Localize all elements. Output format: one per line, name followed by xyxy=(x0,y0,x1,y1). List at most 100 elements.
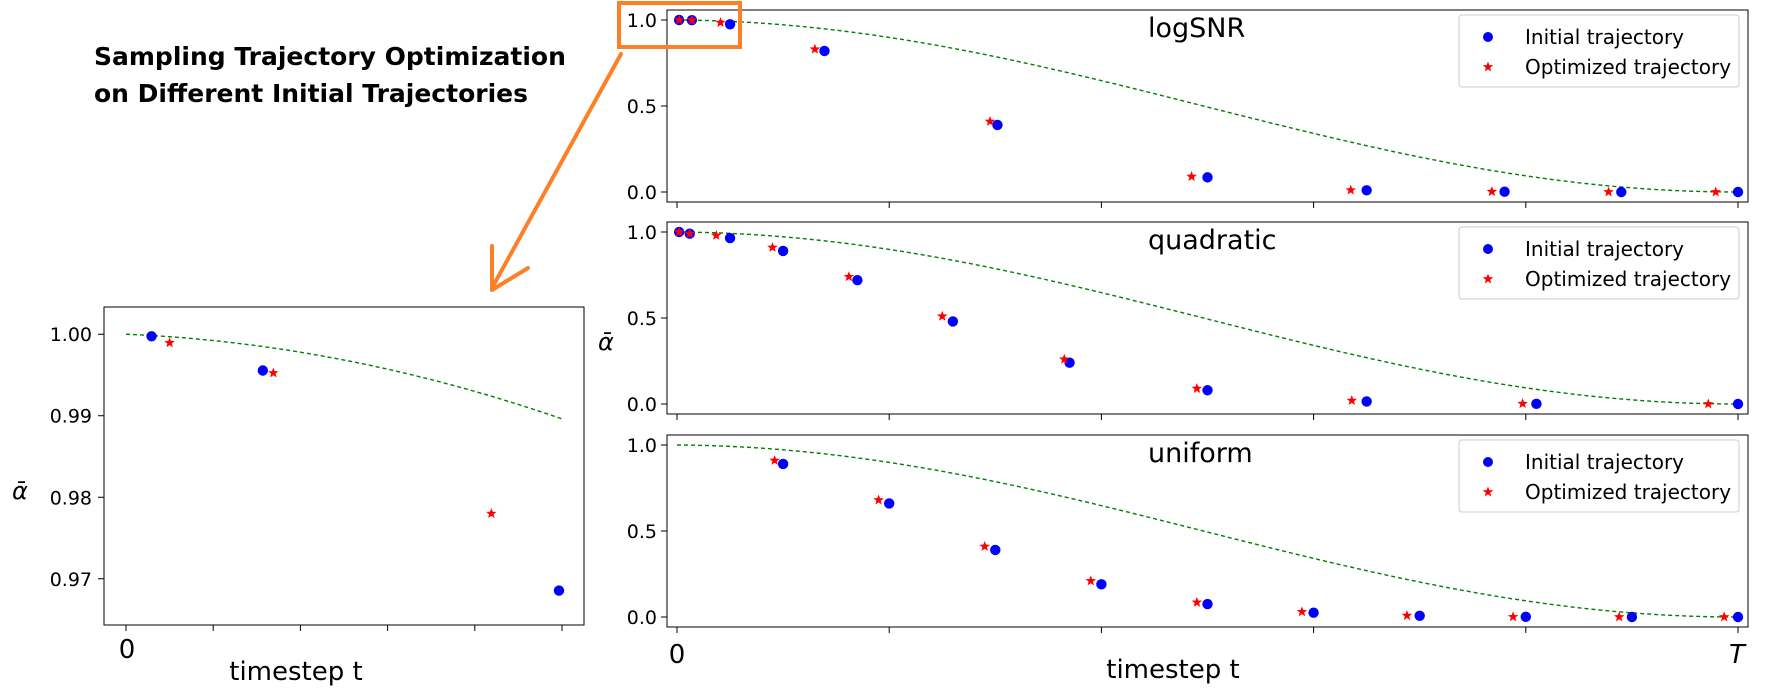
optimized-point xyxy=(711,229,722,240)
initial-point xyxy=(992,119,1003,131)
optimized-point xyxy=(1059,353,1070,364)
legend-initial-label: Initial trajectory xyxy=(1525,237,1684,261)
plot-frame xyxy=(103,306,585,626)
legend-frame xyxy=(1458,226,1740,300)
legend-initial-label: Initial trajectory xyxy=(1525,25,1684,49)
y-tick-label: 0.0 xyxy=(627,394,657,416)
optimized-point xyxy=(684,228,695,239)
optimized-point xyxy=(767,241,778,252)
panel-title: uniform xyxy=(1148,438,1253,469)
panel-title: logSNR xyxy=(1148,13,1245,44)
initial-point xyxy=(947,316,959,327)
schedule-curve xyxy=(676,444,1739,618)
optimized-point xyxy=(486,508,497,518)
initial-point xyxy=(1732,398,1744,410)
y-tick-label: 0.5 xyxy=(627,521,657,543)
legend-frame xyxy=(1458,439,1740,513)
optimized-point xyxy=(1710,186,1721,197)
zoom-highlight-box xyxy=(617,1,742,49)
y-tick-label: 0.98 xyxy=(50,487,92,509)
optimized-point xyxy=(873,494,884,505)
legend: Initial trajectory Optimized trajectory xyxy=(1458,226,1740,300)
headline-line-1: Sampling Trajectory Optimization xyxy=(94,42,566,71)
legend: Initial trajectory Optimized trajectory xyxy=(1458,14,1740,88)
initial-point xyxy=(146,331,157,342)
inset-x-axis-label: timestep t xyxy=(229,657,362,687)
initial-point xyxy=(724,19,736,30)
optimized-point xyxy=(1718,611,1730,622)
optimized-point xyxy=(1191,383,1203,393)
optimized-point xyxy=(1345,184,1356,195)
optimized-point xyxy=(1401,610,1413,621)
optimized-point xyxy=(1191,596,1203,607)
optimized-point xyxy=(843,271,855,282)
initial-point xyxy=(1520,611,1532,623)
optimized-point xyxy=(1703,398,1714,409)
inset-x-tick-start: 0 xyxy=(119,635,136,665)
inset-y-axis-label: ᾱ xyxy=(12,477,28,505)
y-tick-label: 1.0 xyxy=(627,222,657,244)
optimized-point xyxy=(1507,611,1519,622)
optimized-point xyxy=(984,115,996,126)
optimized-point xyxy=(1517,398,1528,409)
schedule-curve xyxy=(676,19,1739,193)
y-tick-label: 0.0 xyxy=(627,607,657,629)
initial-point xyxy=(257,365,269,376)
optimized-point xyxy=(979,540,990,551)
y-tick-label: 1.0 xyxy=(627,10,657,32)
legend-optimized-label: Optimized trajectory xyxy=(1525,480,1731,504)
optimized-point xyxy=(1613,611,1625,622)
initial-point xyxy=(1732,186,1744,198)
optimized-point xyxy=(809,43,821,54)
optimized-point xyxy=(1296,606,1308,617)
zoom-arrow xyxy=(490,52,623,292)
initial-point xyxy=(819,45,830,57)
initial-point xyxy=(1202,172,1213,183)
optimized-point xyxy=(686,14,698,25)
y-tick-label: 0.97 xyxy=(50,569,92,591)
panel-title: quadratic xyxy=(1148,225,1277,256)
optimized-point xyxy=(673,226,685,237)
legend-frame xyxy=(1458,14,1740,88)
optimized-point xyxy=(937,310,948,321)
initial-point xyxy=(553,585,565,596)
optimized-point xyxy=(164,337,175,348)
legend-optimized-label: Optimized trajectory xyxy=(1525,55,1731,79)
main-x-tick-start: 0 xyxy=(669,640,686,670)
optimized-point xyxy=(1486,186,1498,197)
optimized-point xyxy=(715,17,726,28)
initial-point xyxy=(777,245,789,257)
uniform-panel: 0.0 0.5 1.0 uniform Initial trajectory Optimi… xyxy=(627,434,1749,633)
initial-point xyxy=(1626,611,1638,623)
optimized-point xyxy=(769,454,780,465)
legend-initial-label: Initial trajectory xyxy=(1525,450,1684,474)
headline-line-2: on Different Initial Trajectories xyxy=(94,79,528,108)
initial-point xyxy=(1202,385,1213,396)
y-tick-label: 0.99 xyxy=(50,406,92,428)
logsnr-panel: 0.0 0.5 1.0 logSNR Initial trajectory Optimiz… xyxy=(627,9,1749,208)
figure-headline: Sampling Trajectory Optimization on Diff… xyxy=(94,38,566,112)
initial-point xyxy=(1531,398,1542,410)
optimized-point xyxy=(268,367,279,378)
initial-point xyxy=(1732,611,1744,623)
legend-optimized-label: Optimized trajectory xyxy=(1525,267,1731,291)
initial-point xyxy=(852,274,863,286)
initial-point xyxy=(990,544,1001,556)
schedule-curve xyxy=(125,333,563,420)
quadratic-panel: 0.0 0.5 1.0 quadratic Initial trajectory Opti… xyxy=(627,221,1749,420)
zoom-inset-panel: 0.97 0.98 0.99 1.00 xyxy=(50,306,585,631)
initial-point xyxy=(1308,607,1319,618)
optimized-point xyxy=(1603,186,1614,197)
initial-point xyxy=(884,498,895,509)
main-y-axis-label: ᾱ xyxy=(598,328,614,356)
main-x-tick-end: T xyxy=(1729,640,1747,670)
main-x-axis-label: timestep t xyxy=(1106,655,1239,685)
initial-point xyxy=(1202,598,1213,610)
initial-point xyxy=(1361,396,1372,407)
legend-initial-marker xyxy=(1483,244,1493,254)
initial-point xyxy=(1361,185,1372,196)
optimized-point xyxy=(673,14,685,25)
optimized-point xyxy=(1346,395,1358,406)
optimized-point xyxy=(1186,171,1197,181)
